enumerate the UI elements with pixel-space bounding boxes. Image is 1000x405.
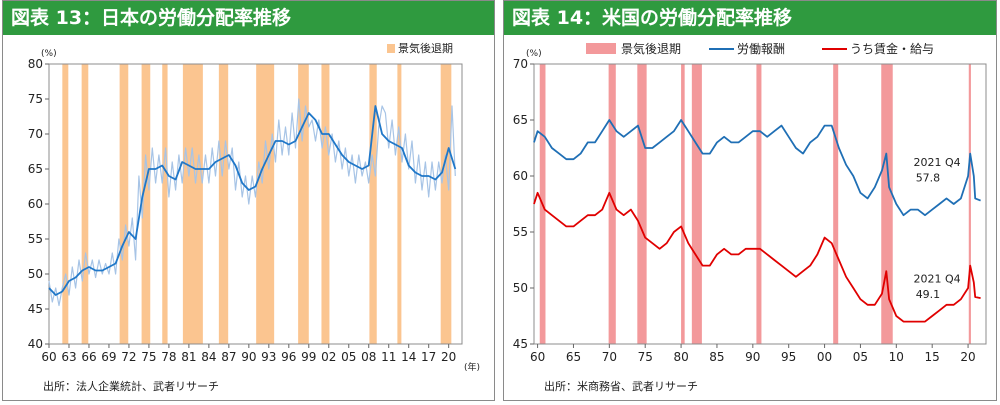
x-tick-label: 11 [381,350,396,364]
recession-band [119,64,129,344]
x-tick-label: 75 [141,350,156,364]
x-tick-label: 20 [441,350,456,364]
left-chart-source: 出所：法人企業統計、武者リサーチ [43,380,219,393]
recession-band [691,64,702,344]
right-chart: 45 50 55 60 65 70 60 65 70 75 80 85 90 95 00 05 10 15 20 (%… [513,41,987,364]
recession-band [162,64,168,344]
y-tick-label: 50 [513,281,528,295]
y-tick-label: 40 [28,337,43,351]
x-tick-label: 63 [61,350,76,364]
recession-band [141,64,151,344]
y-unit-label: (%) [41,49,57,59]
recession-band [608,64,616,344]
left-chart-title: 図表 13：日本の労働分配率推移 [3,1,494,35]
legend-label-recession: 景気後退期 [398,41,453,55]
x-tick-label: 20 [960,350,975,364]
recession-band [218,64,229,344]
recession-band [968,64,971,344]
x-unit-label: (年) [464,361,480,373]
y-tick-label: 75 [28,92,43,106]
legend-swatch-recession [387,44,395,53]
y-tick-label: 55 [28,232,43,246]
right-chart-source: 出所：米商務省、武者リサーチ [544,380,698,393]
x-tick-label: 80 [673,350,688,364]
x-tick-label: 00 [817,350,832,364]
recession-band [637,64,647,344]
series-line [533,191,981,323]
x-tick-label: 95 [781,350,796,364]
y-tick-label: 60 [513,169,528,183]
series-line [48,105,457,296]
y-tick-label: 45 [513,337,528,351]
recession-band [369,64,377,344]
left-chart-panel: 図表 13：日本の労働分配率推移 40 45 50 55 60 65 70 75 80 60 63 6… [2,0,495,401]
recession-band [321,64,330,344]
x-tick-label: 84 [201,350,216,364]
x-tick-label: 90 [745,350,760,364]
x-tick-label: 99 [301,350,316,364]
recession-band [256,64,275,344]
recession-band [833,64,839,344]
recession-band [881,64,893,344]
x-tick-label: 08 [361,350,376,364]
recession-band [397,64,402,344]
legend-label-recession: 景気後退期 [621,41,681,56]
x-tick-label: 10 [889,350,904,364]
x-tick-label: 02 [321,350,336,364]
y-tick-label: 65 [28,162,43,176]
legend-swatch-recession [586,43,616,54]
x-tick-label: 69 [101,350,116,364]
recession-band [681,64,685,344]
x-tick-label: 14 [401,350,416,364]
x-tick-label: 60 [530,350,545,364]
x-tick-label: 05 [853,350,868,364]
x-tick-label: 72 [121,350,136,364]
recession-band [62,64,69,344]
x-tick-label: 60 [41,350,56,364]
annotation-label: 2021 Q4 [914,272,961,285]
x-tick-label: 75 [638,350,653,364]
recession-band [440,64,452,344]
recession-band [298,64,309,344]
x-tick-label: 90 [241,350,256,364]
x-tick-label: 66 [81,350,96,364]
right-chart-title: 図表 14：米国の労働分配率推移 [504,1,996,35]
annotation-label: 2021 Q4 [914,156,961,169]
legend-label-wages: うち賃金・給与 [850,41,934,56]
recession-band [182,64,203,344]
x-tick-label: 65 [566,350,581,364]
y-tick-label: 45 [28,302,43,316]
x-tick-label: 17 [421,350,436,364]
x-tick-label: 70 [602,350,617,364]
x-tick-label: 87 [221,350,236,364]
annotation-label: 49.1 [916,288,941,301]
recession-band [756,64,762,344]
x-tick-label: 85 [709,350,724,364]
series-line [533,119,981,217]
left-chart: 40 45 50 55 60 65 70 75 80 60 63 66 69 72 75 78 81 84 87 90… [28,41,480,373]
annotation-label: 57.8 [916,172,941,185]
series-line [48,98,456,307]
y-tick-label: 55 [513,225,528,239]
y-tick-label: 50 [28,267,43,281]
right-chart-panel: 図表 14：米国の労働分配率推移 45 50 55 60 65 70 60 65 70 75 80 8… [503,0,997,401]
legend-label-compensation: 労働報酬 [737,42,785,56]
y-tick-label: 70 [513,57,528,71]
y-tick-label: 65 [513,113,528,127]
x-tick-label: 96 [281,350,296,364]
y-tick-label: 60 [28,197,43,211]
y-unit-label: (%) [526,49,542,59]
x-tick-label: 81 [181,350,196,364]
recession-band [81,64,89,344]
y-tick-label: 70 [28,127,43,141]
x-tick-label: 93 [261,350,276,364]
x-tick-label: 78 [161,350,176,364]
y-tick-label: 80 [28,57,43,71]
x-tick-label: 05 [341,350,356,364]
x-tick-label: 15 [925,350,940,364]
